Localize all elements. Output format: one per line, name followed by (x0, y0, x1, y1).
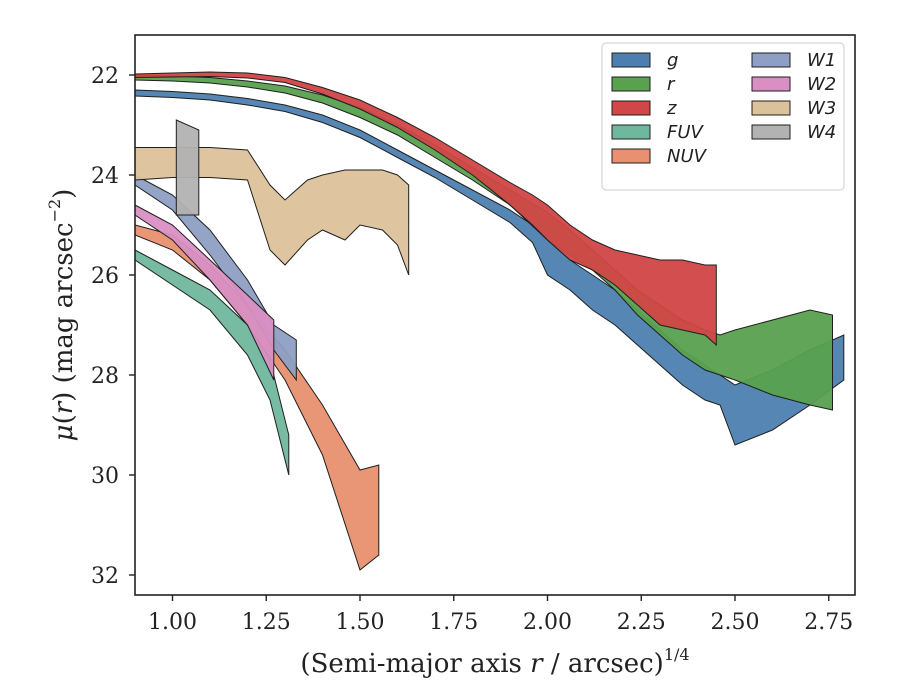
y-tick-label: 28 (91, 364, 119, 389)
legend-label-w3: W3 (807, 98, 836, 119)
y-axis-label: μ(r) (mag arcsec−2) (45, 189, 79, 442)
legend-swatch-g (611, 52, 651, 68)
area-w3 (135, 147, 410, 276)
y-tick-label: 24 (91, 164, 119, 189)
x-tick-label: 2.50 (711, 610, 760, 635)
legend-label-w1: W1 (807, 50, 836, 71)
x-tick-label: 2.00 (523, 610, 572, 635)
legend-label-w2: W2 (807, 74, 836, 95)
legend-swatch-w3 (751, 100, 791, 116)
legend-label-z: z (666, 98, 677, 119)
legend: grz FUV NUV W1 W2 W3 W4 (601, 42, 845, 191)
area-g (135, 89, 845, 446)
x-tick-label: 1.00 (148, 610, 197, 635)
x-tick-label: 1.25 (242, 610, 291, 635)
plot-frame (134, 34, 856, 596)
x-tick-label: 1.50 (336, 610, 385, 635)
legend-swatch-nuv (611, 148, 651, 164)
y-tick-label: 26 (91, 264, 119, 289)
area-z (135, 71, 717, 347)
x-tick-label: 1.75 (429, 610, 478, 635)
area-w1 (135, 174, 297, 382)
x-axis-ticks: 1.00 1.25 1.50 1.75 2.00 2.25 2.50 2.75 (148, 595, 853, 635)
legend-label-r: r (667, 74, 676, 95)
x-tick-label: 2.75 (804, 610, 853, 635)
area-fuv (135, 249, 290, 476)
legend-label-w4: W4 (807, 122, 836, 143)
y-tick-label: 22 (91, 64, 119, 89)
legend-swatch-fuv (611, 124, 651, 140)
legend-swatch-w4 (751, 124, 791, 140)
series-areas (135, 71, 845, 571)
legend-label-g: g (667, 50, 678, 71)
legend-label-nuv: NUV (667, 146, 708, 167)
x-axis-label: (Semi-major axis r / arcsec)1/4 (300, 645, 689, 679)
y-axis-ticks: 22 24 26 28 30 32 (91, 64, 135, 589)
area-w2 (135, 204, 275, 381)
area-w4 (175, 119, 200, 216)
legend-swatch-w1 (751, 52, 791, 68)
x-tick-label: 2.25 (617, 610, 666, 635)
legend-swatch-r (611, 76, 651, 92)
y-tick-label: 30 (91, 464, 119, 489)
legend-swatch-w2 (751, 76, 791, 92)
legend-swatch-z (611, 100, 651, 116)
y-tick-label: 32 (91, 564, 119, 589)
legend-label-fuv: FUV (667, 122, 705, 143)
